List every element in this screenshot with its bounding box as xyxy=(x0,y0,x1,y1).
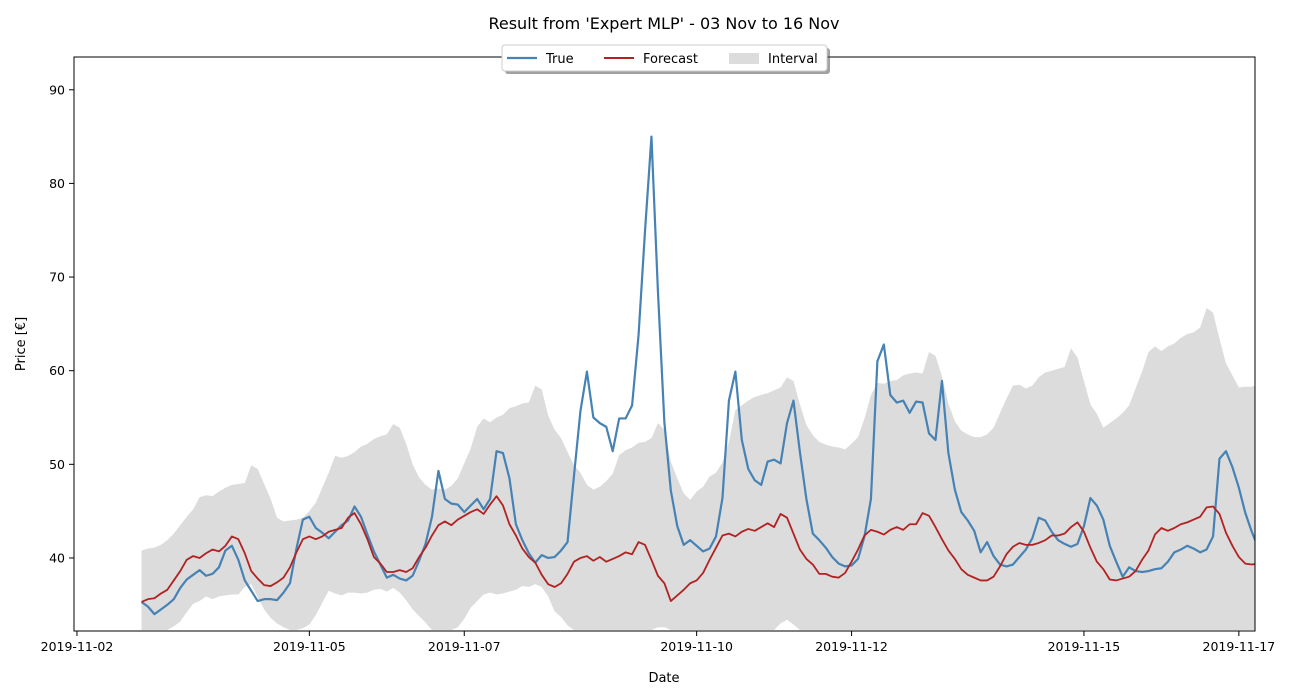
x-tick-label: 2019-11-10 xyxy=(660,639,733,654)
x-axis: 2019-11-02 2019-11-05 2019-11-07 2019-11-10… xyxy=(41,631,1276,654)
y-tick-label: 40 xyxy=(49,550,65,565)
y-tick-label: 60 xyxy=(49,363,65,378)
x-tick-label: 2019-11-05 xyxy=(273,639,346,654)
forecast-series-line xyxy=(141,495,1255,603)
y-tick-label: 50 xyxy=(49,457,65,472)
chart-title: Result from 'Expert MLP' - 03 Nov to 16 … xyxy=(488,14,839,33)
legend: True Forecast Interval xyxy=(501,44,830,74)
legend-true-label: True xyxy=(545,52,574,67)
y-axis: 40 50 60 70 80 90 xyxy=(49,82,74,565)
y-tick-label: 70 xyxy=(49,270,65,285)
x-axis-title: Date xyxy=(648,671,679,686)
y-axis-title: Price [€] xyxy=(14,317,29,371)
interval-band xyxy=(141,307,1255,631)
legend-interval-label: Interval xyxy=(768,52,818,67)
plot-area xyxy=(140,135,1255,631)
x-tick-label: 2019-11-12 xyxy=(815,639,888,654)
legend-interval-swatch xyxy=(729,53,759,64)
y-tick-label: 90 xyxy=(49,82,65,97)
x-tick-label: 2019-11-02 xyxy=(41,639,114,654)
x-tick-label: 2019-11-17 xyxy=(1203,639,1276,654)
true-series-line xyxy=(140,135,1255,616)
x-tick-label: 2019-11-15 xyxy=(1048,639,1121,654)
x-tick-label: 2019-11-07 xyxy=(428,639,501,654)
y-tick-label: 80 xyxy=(49,176,65,191)
legend-forecast-label: Forecast xyxy=(643,52,698,67)
